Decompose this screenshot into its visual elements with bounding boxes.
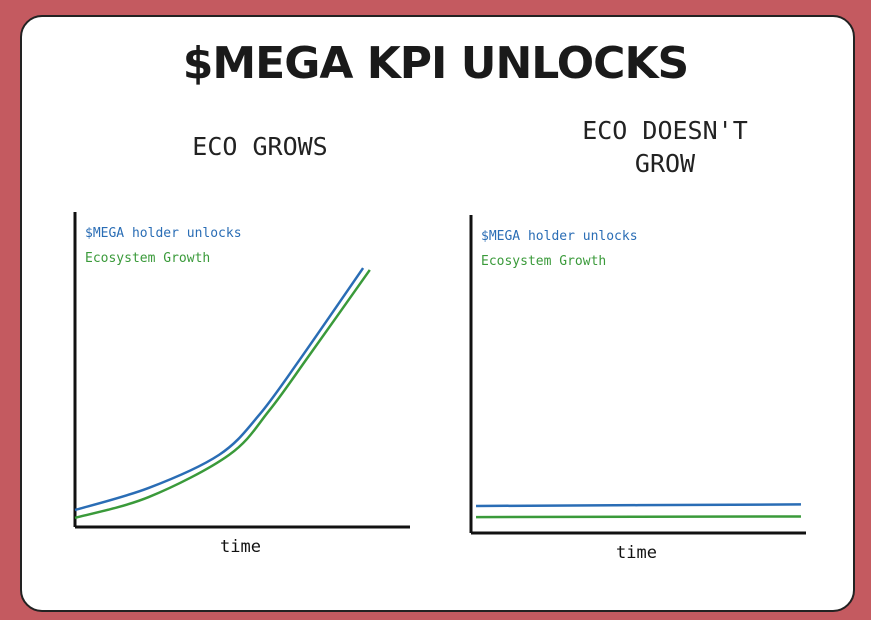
legend-entry: Ecosystem Growth: [481, 254, 606, 269]
legend-entry: Ecosystem Growth: [85, 251, 210, 266]
legend-entry: $MEGA holder unlocks: [481, 229, 638, 244]
page-title: $MEGA KPI UNLOCKS: [182, 38, 689, 89]
chart-title: ECO GROWS: [192, 132, 328, 161]
chart-title: ECO DOESN'T GROW: [582, 116, 748, 178]
series-line: [74, 267, 365, 512]
legend-entry: $MEGA holder unlocks: [85, 226, 242, 241]
series-line: [74, 269, 371, 520]
series-line: [476, 515, 801, 519]
series-line: [476, 503, 801, 508]
x-axis-label: time: [616, 543, 657, 563]
card: [20, 15, 855, 612]
x-axis-label: time: [220, 537, 261, 557]
